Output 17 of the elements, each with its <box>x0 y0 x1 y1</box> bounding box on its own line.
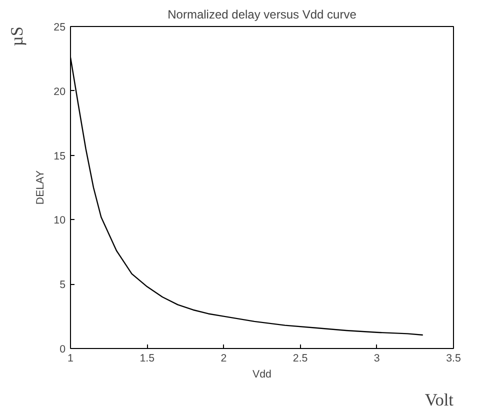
y-tick-label: 20 <box>54 86 66 98</box>
y-tick-label: 25 <box>54 22 66 34</box>
chart-title: Normalized delay versus Vdd curve <box>168 8 357 22</box>
text: Volt <box>424 390 454 410</box>
x-axis-title: Vdd <box>252 368 272 380</box>
x-tick-label: 3 <box>374 352 380 364</box>
y-tick-label: 0 <box>60 344 66 356</box>
x-tick-label: 2.5 <box>292 352 308 364</box>
x-tick-label: 2 <box>220 352 227 364</box>
y-tick-label: 10 <box>54 214 66 227</box>
x-tick-label: 1 <box>68 352 74 364</box>
x-tick-label: 1.5 <box>140 352 155 364</box>
x-tick-label: 3.5 <box>446 352 461 364</box>
y-tick-label: 5 <box>60 279 66 292</box>
text: µS <box>8 26 26 46</box>
y-axis-title: DELAY <box>34 170 47 205</box>
y-tick-label: 15 <box>54 150 66 162</box>
